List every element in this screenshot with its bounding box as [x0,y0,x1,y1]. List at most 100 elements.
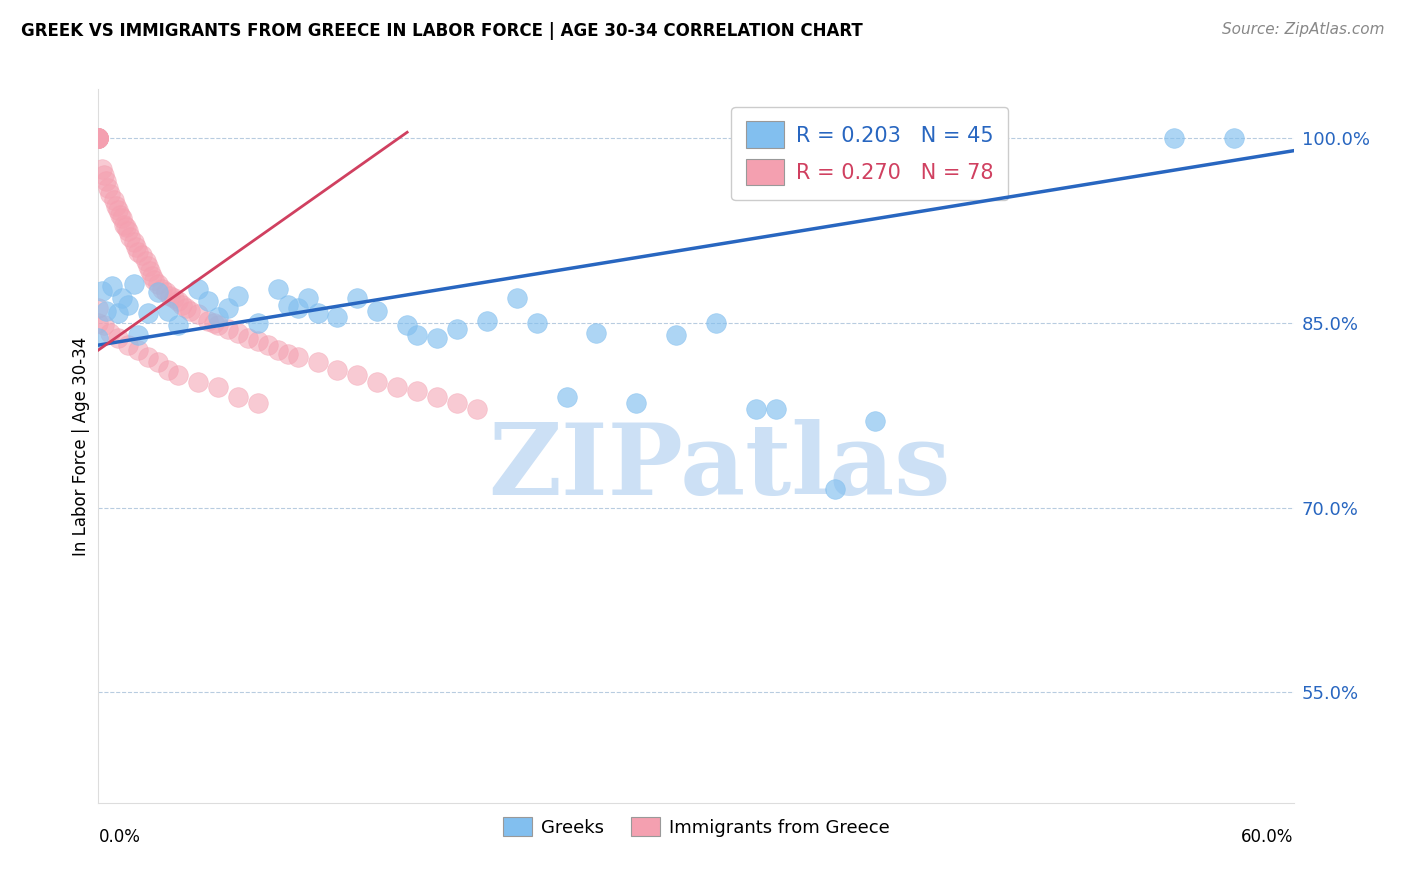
Point [426,331,449,345]
Point [446,396,468,410]
Point [256,338,278,352]
Point [207,310,229,324]
Text: Source: ZipAtlas.com: Source: ZipAtlas.com [1222,22,1385,37]
Point [98,186,122,201]
Point [136,306,159,320]
Point [131,248,153,262]
Point [115,219,138,234]
Point [426,390,449,404]
Point [148,355,170,369]
Point [124,235,146,249]
Point [287,301,309,316]
Point [143,273,166,287]
Point [150,281,173,295]
Point [112,218,135,232]
Point [172,297,194,311]
Point [187,307,209,321]
Point [297,291,319,305]
Point [585,326,607,340]
Point [277,297,299,311]
Point [626,396,648,410]
Point [246,396,269,410]
Point [159,289,181,303]
Point [385,380,409,394]
Point [163,291,186,305]
Point [97,180,120,194]
Point [157,303,180,318]
Point [267,343,290,357]
Point [155,285,177,300]
Point [704,316,727,330]
Point [187,281,209,295]
Point [1223,131,1246,145]
Point [91,284,114,298]
Point [396,318,419,333]
Point [865,414,887,428]
Y-axis label: In Labor Force | Age 30-34: In Labor Force | Age 30-34 [72,336,90,556]
Point [207,318,229,333]
Point [139,264,162,278]
Point [87,131,110,145]
Point [105,199,128,213]
Point [111,291,134,305]
Point [506,291,529,305]
Point [1163,131,1185,145]
Point [187,375,209,389]
Text: 60.0%: 60.0% [1241,828,1294,846]
Point [246,334,269,349]
Point [287,351,309,365]
Point [103,193,125,207]
Point [745,402,768,417]
Point [87,131,110,145]
Point [141,269,163,284]
Legend: Greeks, Immigrants from Greece: Greeks, Immigrants from Greece [495,809,897,844]
Point [167,368,190,382]
Point [174,301,197,316]
Point [236,331,259,345]
Point [117,297,139,311]
Point [117,224,139,238]
Point [167,293,190,308]
Point [179,303,201,318]
Point [87,331,110,345]
Point [87,131,110,145]
Point [406,384,429,398]
Text: GREEK VS IMMIGRANTS FROM GREECE IN LABOR FORCE | AGE 30-34 CORRELATION CHART: GREEK VS IMMIGRANTS FROM GREECE IN LABOR… [21,22,863,40]
Point [526,316,548,330]
Point [135,254,157,268]
Point [226,289,249,303]
Point [96,303,118,318]
Point [167,318,190,333]
Point [346,368,368,382]
Point [91,162,114,177]
Point [765,402,787,417]
Point [127,343,149,357]
Point [101,279,124,293]
Point [117,338,139,352]
Text: 0.0%: 0.0% [98,828,141,846]
Point [217,301,239,316]
Point [96,174,118,188]
Point [824,482,846,496]
Point [87,131,110,145]
Point [277,347,299,361]
Point [87,131,110,145]
Point [217,322,239,336]
Point [127,244,149,259]
Point [87,131,110,145]
Point [125,240,148,254]
Point [148,277,170,291]
Point [326,362,349,376]
Point [87,131,110,145]
Point [446,322,468,336]
Point [127,328,149,343]
Point [406,328,429,343]
Point [475,313,498,327]
Point [124,277,146,291]
Point [202,316,225,330]
Point [267,281,290,295]
Point [111,211,134,226]
Point [226,326,249,340]
Point [87,131,110,145]
Point [87,316,110,330]
